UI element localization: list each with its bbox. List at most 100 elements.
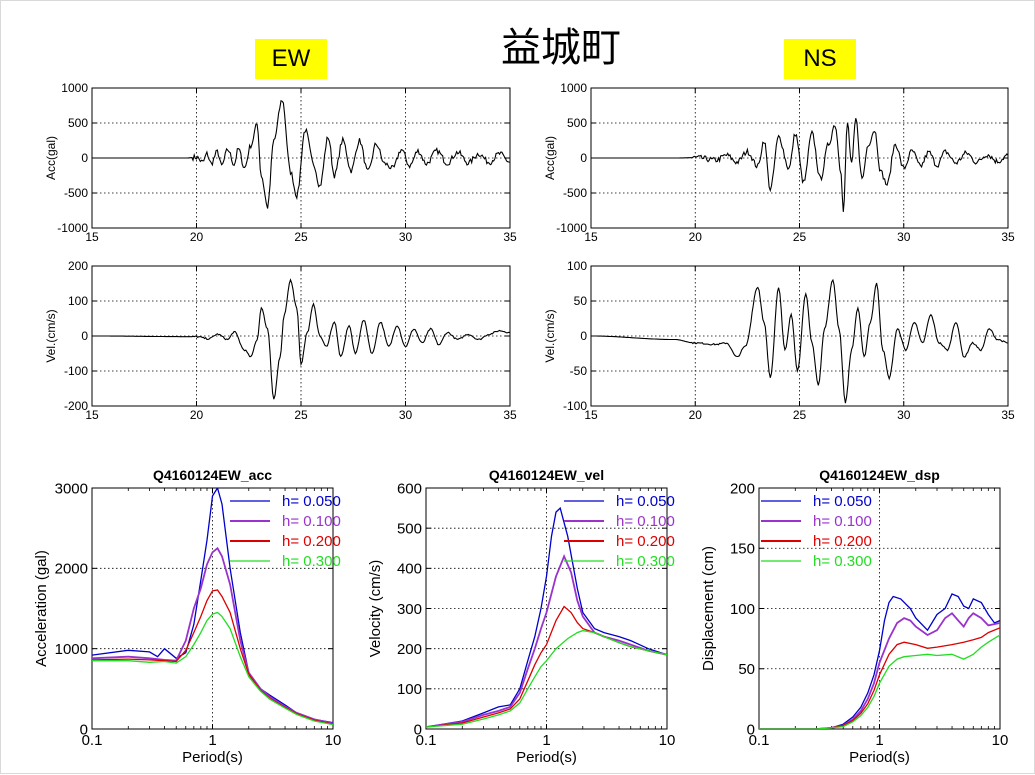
y-tick-label: 500 xyxy=(397,520,422,537)
x-tick-label: 10 xyxy=(992,732,1009,749)
x-tick-label: 20 xyxy=(689,230,703,244)
y-tick-label: -100 xyxy=(64,364,88,378)
series-line xyxy=(92,611,333,726)
series-line xyxy=(426,506,667,728)
y-tick-label: -1000 xyxy=(556,221,587,235)
y-tick-label: -1000 xyxy=(57,221,88,235)
x-tick-label: 10 xyxy=(659,732,676,749)
series-line xyxy=(759,593,1000,729)
component-label-ew: EW xyxy=(255,39,327,79)
legend: h= 0.050 h= 0.100 h= 0.200 h= 0.300 xyxy=(564,493,675,570)
y-tick-label: -500 xyxy=(64,186,88,200)
y-tick-label: 0 xyxy=(580,329,587,343)
x-tick-label: 15 xyxy=(584,408,598,422)
legend-label: h= 0.050 xyxy=(813,493,872,510)
x-tick-label: 35 xyxy=(503,230,517,244)
waveform-line xyxy=(92,278,510,400)
x-tick-label: 35 xyxy=(503,408,517,422)
y-tick-label: 500 xyxy=(68,116,88,130)
legend: h= 0.050 h= 0.100 h= 0.200 h= 0.300 xyxy=(230,493,341,570)
y-axis-label: Vel.(cm/s) xyxy=(44,309,58,362)
x-axis-label: Period(s) xyxy=(516,749,577,766)
legend-label: h= 0.300 xyxy=(813,553,872,570)
y-axis-label: Acceleration (gal) xyxy=(33,550,50,667)
y-axis-label: Acc(gal) xyxy=(44,136,58,180)
x-tick-label: 1 xyxy=(875,732,883,749)
y-tick-label: 3000 xyxy=(55,480,88,497)
waveform-line xyxy=(92,100,510,209)
y-tick-label: 200 xyxy=(68,259,88,273)
y-tick-label: 200 xyxy=(397,641,422,658)
y-tick-label: 0 xyxy=(747,721,755,738)
y-tick-label: 50 xyxy=(738,661,755,678)
y-tick-label: 100 xyxy=(730,601,755,618)
chart-ns-vel: 15 20 25 30 35 -100 -50 0 50 100 Vel.(cm/s) xyxy=(543,259,1015,422)
x-tick-label: 30 xyxy=(897,408,911,422)
x-tick-label: 25 xyxy=(294,408,308,422)
page-title: 益城町 xyxy=(501,25,621,71)
x-tick-label: 1 xyxy=(208,732,216,749)
y-tick-label: 0 xyxy=(81,329,88,343)
legend-label: h= 0.100 xyxy=(282,513,341,530)
legend-label: h= 0.200 xyxy=(282,533,341,550)
series-line xyxy=(759,612,1000,729)
y-tick-label: 1000 xyxy=(55,641,88,658)
waveform-line xyxy=(591,118,1008,212)
waveform-line xyxy=(591,278,1008,404)
x-tick-label: 25 xyxy=(793,408,807,422)
y-tick-label: 1000 xyxy=(61,81,88,95)
x-tick-label: 10 xyxy=(325,732,342,749)
legend-label: h= 0.100 xyxy=(813,513,872,530)
component-label-ns: NS xyxy=(784,39,856,79)
x-tick-label: 30 xyxy=(399,230,413,244)
chart-ew-acc: 15 20 25 30 35 -1000 -500 0 500 1000 Acc(gal) xyxy=(44,81,517,244)
chart-vel-spectrum: 0.1 1 100100200300400500600Q4160124EW_velP… xyxy=(367,467,675,766)
x-tick-label: 35 xyxy=(1001,230,1015,244)
y-tick-label: 1000 xyxy=(560,81,587,95)
y-axis-label: Velocity (cm/s) xyxy=(367,560,384,658)
y-tick-label: -100 xyxy=(563,399,587,413)
y-tick-label: 0 xyxy=(580,151,587,165)
x-tick-label: 15 xyxy=(85,408,99,422)
chart-dsp-spectrum: 0.1 1 10050100150200Q4160124EW_dspPeriod(s… xyxy=(700,467,1008,766)
y-tick-label: 400 xyxy=(397,561,422,578)
legend-label: h= 0.100 xyxy=(616,513,675,530)
y-axis-label: Acc(gal) xyxy=(543,136,557,180)
y-tick-label: 200 xyxy=(730,480,755,497)
series-line xyxy=(426,553,667,728)
x-tick-label: 20 xyxy=(190,230,204,244)
y-tick-label: 2000 xyxy=(55,561,88,578)
x-tick-label: 25 xyxy=(793,230,807,244)
y-tick-label: -50 xyxy=(570,364,588,378)
legend-label: h= 0.200 xyxy=(616,533,675,550)
legend-label: h= 0.300 xyxy=(616,553,675,570)
x-tick-label: 0.1 xyxy=(416,732,437,749)
series-line xyxy=(92,589,333,725)
legend-label: h= 0.050 xyxy=(616,493,675,510)
x-tick-label: 25 xyxy=(294,230,308,244)
x-tick-label: 1 xyxy=(542,732,550,749)
x-tick-label: 20 xyxy=(689,408,703,422)
chart-title: Q4160124EW_vel xyxy=(489,467,604,483)
chart-acc-spectrum: 0.1 1 10 0 1000 2000 3000 Q4160124EW_acc Period(… xyxy=(33,467,341,766)
y-tick-label: -500 xyxy=(563,186,587,200)
x-tick-label: 0.1 xyxy=(749,732,770,749)
y-tick-label: 100 xyxy=(68,294,88,308)
legend-label: h= 0.050 xyxy=(282,493,341,510)
chart-title: Q4160124EW_dsp xyxy=(819,467,940,483)
series-line xyxy=(759,634,1000,729)
x-tick-label: 0.1 xyxy=(82,732,103,749)
x-axis-label: Period(s) xyxy=(182,749,243,766)
x-tick-label: 15 xyxy=(85,230,99,244)
chart-title: Q4160124EW_acc xyxy=(153,467,272,483)
y-tick-label: 0 xyxy=(81,151,88,165)
series-line xyxy=(92,546,333,725)
y-axis-label: Displacement (cm) xyxy=(700,546,717,671)
y-tick-label: 100 xyxy=(567,259,587,273)
x-axis-label: Period(s) xyxy=(849,749,910,766)
chart-ew-vel: 15 20 25 30 35 -200 -100 0 100 200 Vel.(cm/s) xyxy=(44,259,517,422)
x-tick-label: 30 xyxy=(399,408,413,422)
legend-label: h= 0.200 xyxy=(813,533,872,550)
series-line xyxy=(92,488,333,724)
